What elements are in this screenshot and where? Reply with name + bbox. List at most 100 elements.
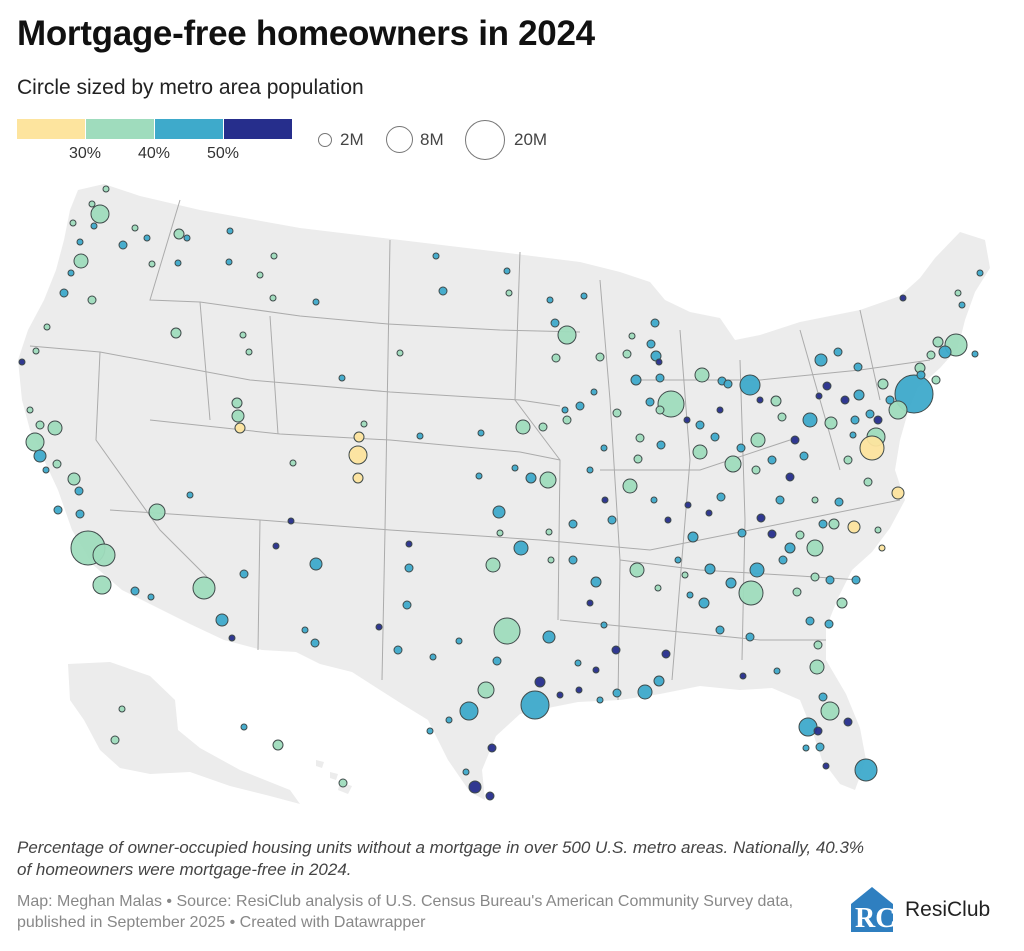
- metro-circle[interactable]: [891, 486, 905, 500]
- metro-circle[interactable]: [778, 555, 788, 565]
- metro-circle[interactable]: [773, 667, 781, 675]
- metro-circle[interactable]: [438, 286, 448, 296]
- metro-circle[interactable]: [612, 408, 622, 418]
- metro-circle[interactable]: [75, 509, 85, 519]
- metro-circle[interactable]: [657, 390, 685, 418]
- metro-circle[interactable]: [810, 572, 820, 582]
- metro-circle[interactable]: [477, 681, 495, 699]
- metro-circle[interactable]: [310, 638, 320, 648]
- metro-circle[interactable]: [958, 301, 966, 309]
- metro-circle[interactable]: [684, 501, 692, 509]
- metro-circle[interactable]: [445, 716, 453, 724]
- metro-circle[interactable]: [520, 690, 550, 720]
- metro-circle[interactable]: [824, 416, 838, 430]
- metro-circle[interactable]: [792, 587, 802, 597]
- metro-circle[interactable]: [932, 336, 944, 348]
- metro-circle[interactable]: [287, 517, 295, 525]
- metro-circle[interactable]: [687, 531, 699, 543]
- metro-circle[interactable]: [859, 435, 885, 461]
- metro-circle[interactable]: [723, 379, 733, 389]
- metro-circle[interactable]: [611, 645, 621, 655]
- metro-circle[interactable]: [73, 253, 89, 269]
- metro-circle[interactable]: [546, 296, 554, 304]
- metro-circle[interactable]: [455, 637, 463, 645]
- metro-circle[interactable]: [656, 440, 666, 450]
- metro-circle[interactable]: [186, 491, 194, 499]
- metro-circle[interactable]: [67, 472, 81, 486]
- metro-circle[interactable]: [269, 294, 277, 302]
- metro-circle[interactable]: [550, 318, 560, 328]
- metro-circle[interactable]: [756, 513, 766, 523]
- metro-circle[interactable]: [575, 401, 585, 411]
- metro-circle[interactable]: [653, 675, 665, 687]
- metro-circle[interactable]: [574, 659, 582, 667]
- metro-circle[interactable]: [806, 539, 824, 557]
- metro-circle[interactable]: [239, 569, 249, 579]
- metro-circle[interactable]: [692, 444, 708, 460]
- metro-circle[interactable]: [802, 744, 810, 752]
- metro-circle[interactable]: [405, 540, 413, 548]
- metro-circle[interactable]: [226, 227, 234, 235]
- metro-circle[interactable]: [854, 758, 878, 782]
- metro-circle[interactable]: [33, 449, 47, 463]
- metro-circle[interactable]: [622, 478, 638, 494]
- metro-circle[interactable]: [840, 395, 850, 405]
- metro-circle[interactable]: [661, 649, 671, 659]
- metro-circle[interactable]: [938, 345, 952, 359]
- metro-circle[interactable]: [770, 395, 782, 407]
- metro-circle[interactable]: [899, 294, 907, 302]
- metro-circle[interactable]: [426, 727, 434, 735]
- metro-circle[interactable]: [654, 584, 662, 592]
- metro-circle[interactable]: [272, 739, 284, 751]
- metro-circle[interactable]: [833, 347, 843, 357]
- metro-circle[interactable]: [698, 597, 710, 609]
- metro-circle[interactable]: [148, 503, 166, 521]
- metro-circle[interactable]: [393, 645, 403, 655]
- metro-circle[interactable]: [737, 528, 747, 538]
- metro-circle[interactable]: [515, 419, 531, 435]
- metro-circle[interactable]: [590, 576, 602, 588]
- metro-circle[interactable]: [87, 295, 97, 305]
- metro-circle[interactable]: [485, 557, 501, 573]
- metro-circle[interactable]: [822, 381, 832, 391]
- metro-circle[interactable]: [824, 619, 834, 629]
- metro-circle[interactable]: [592, 666, 600, 674]
- metro-circle[interactable]: [878, 544, 886, 552]
- metro-circle[interactable]: [795, 530, 805, 540]
- metro-circle[interactable]: [35, 420, 45, 430]
- metro-circle[interactable]: [525, 472, 537, 484]
- metro-circle[interactable]: [825, 575, 835, 585]
- metro-circle[interactable]: [874, 526, 882, 534]
- metro-circle[interactable]: [338, 778, 348, 788]
- metro-circle[interactable]: [853, 362, 863, 372]
- metro-circle[interactable]: [686, 591, 694, 599]
- metro-circle[interactable]: [834, 497, 844, 507]
- metro-circle[interactable]: [622, 349, 632, 359]
- metro-circle[interactable]: [863, 477, 873, 487]
- metro-circle[interactable]: [630, 374, 642, 386]
- metro-circle[interactable]: [836, 597, 848, 609]
- metro-circle[interactable]: [888, 400, 908, 420]
- metro-circle[interactable]: [485, 791, 495, 801]
- metro-circle[interactable]: [674, 556, 682, 564]
- metro-circle[interactable]: [815, 392, 823, 400]
- metro-circle[interactable]: [815, 742, 825, 752]
- metro-circle[interactable]: [231, 409, 245, 423]
- metro-circle[interactable]: [568, 519, 578, 529]
- metro-circle[interactable]: [309, 557, 323, 571]
- metro-circle[interactable]: [43, 323, 51, 331]
- metro-circle[interactable]: [756, 396, 764, 404]
- metro-circle[interactable]: [813, 640, 823, 650]
- metro-circle[interactable]: [556, 691, 564, 699]
- metro-circle[interactable]: [784, 542, 796, 554]
- metro-circle[interactable]: [694, 367, 710, 383]
- metro-circle[interactable]: [234, 422, 246, 434]
- metro-circle[interactable]: [90, 204, 110, 224]
- metro-circle[interactable]: [53, 505, 63, 515]
- metro-circle[interactable]: [805, 616, 815, 626]
- metro-circle[interactable]: [749, 562, 765, 578]
- metro-circle[interactable]: [26, 406, 34, 414]
- metro-circle[interactable]: [225, 258, 233, 266]
- metro-circle[interactable]: [811, 496, 819, 504]
- metro-circle[interactable]: [976, 269, 984, 277]
